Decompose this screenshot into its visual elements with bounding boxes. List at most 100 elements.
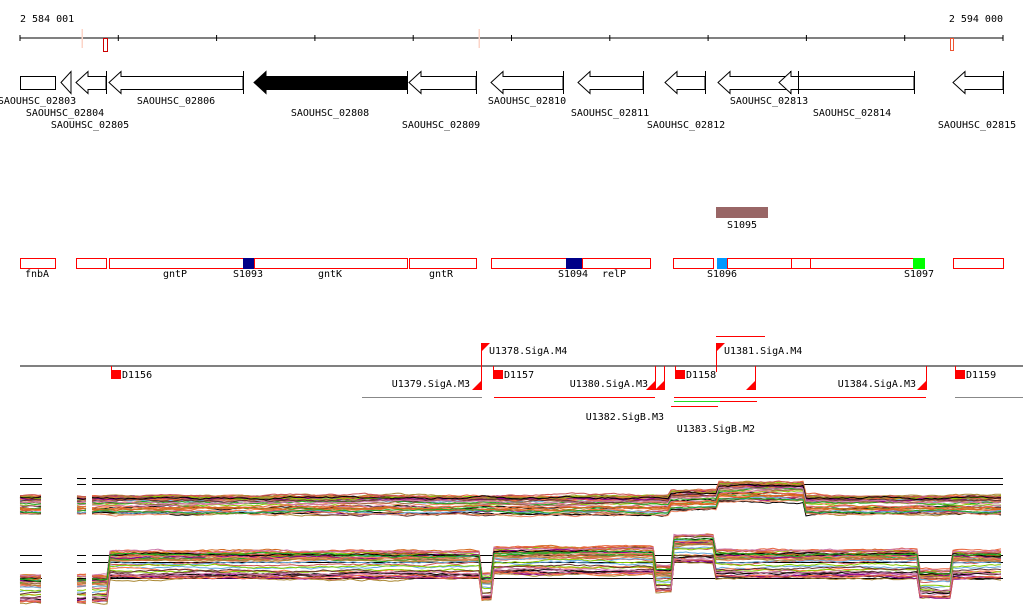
gene-saouhsc_02815[interactable]: SAOUHSC_02815	[938, 70, 1016, 131]
promoter-flag[interactable]	[646, 380, 656, 390]
expression-profile-line	[91, 486, 1002, 506]
gene-arrow[interactable]	[408, 70, 477, 95]
transcript-box[interactable]	[582, 258, 651, 269]
terminator-marker[interactable]	[111, 370, 121, 379]
transcript-box[interactable]	[491, 258, 567, 269]
terminator-marker[interactable]	[955, 370, 965, 379]
segment-s1094[interactable]	[566, 258, 582, 269]
segment-label: S1093	[233, 269, 263, 280]
expression-profile-line	[76, 593, 87, 596]
gene-arrow[interactable]	[60, 70, 72, 95]
expression-profile-line	[91, 557, 1002, 599]
promoter-label: U1383.SigB.M2	[677, 424, 755, 435]
gene-arrow[interactable]	[108, 70, 244, 95]
transcript-box[interactable]	[673, 258, 714, 269]
segment-s1096[interactable]	[717, 258, 727, 269]
segment-label: S1096	[707, 269, 737, 280]
expression-profile-line	[19, 582, 42, 586]
expression-profile-line	[91, 533, 1002, 576]
expression-profile-line	[76, 585, 87, 587]
transcript-box[interactable]	[254, 258, 408, 269]
gene-saouhsc_02804[interactable]: SAOUHSC_02804	[26, 70, 104, 120]
gene-saouhsc_02814[interactable]: SAOUHSC_02814	[778, 70, 915, 119]
gene-label: SAOUHSC_02803	[0, 96, 76, 107]
gene-saouhsc_02806[interactable]: SAOUHSC_02806	[108, 70, 244, 107]
promoter-label: U1381.SigA.M4	[724, 346, 802, 357]
expression-track	[19, 478, 1003, 605]
gene-arrow[interactable]	[577, 70, 644, 95]
ruler-start-label: 2 584 001	[20, 14, 74, 25]
expression-profile-line	[76, 497, 87, 500]
gene-saouhsc_02803[interactable]: SAOUHSC_02803	[0, 76, 76, 108]
expression-profile-line	[76, 573, 87, 576]
expression-profile-line	[76, 579, 87, 581]
promoter-flag[interactable]	[481, 343, 490, 352]
gene-label: SAOUHSC_02804	[26, 108, 104, 119]
expression-profile-line	[76, 505, 87, 508]
expression-profile-line	[19, 502, 42, 506]
expression-profile-line	[19, 494, 42, 496]
expression-profile-line	[20, 593, 42, 596]
transcript-box[interactable]	[20, 258, 56, 269]
expression-profile-line	[19, 500, 42, 504]
expression-profile-line	[76, 511, 87, 514]
gene-label: SAOUHSC_02814	[813, 108, 891, 119]
expression-profile-line	[91, 537, 1002, 581]
regulation-track: D1156 D1157 D1158 D1159 U1378.SigA.M4 U1381.S…	[20, 336, 1023, 435]
expression-profile-line	[91, 546, 1002, 588]
gene-saouhsc_02812[interactable]: SAOUHSC_02812	[647, 70, 725, 131]
ruler-marker	[950, 38, 954, 51]
gene-arrow[interactable]	[664, 70, 706, 95]
promoter-flag[interactable]	[746, 380, 756, 390]
transcript-box[interactable]	[791, 258, 811, 269]
gene-label: SAOUHSC_02811	[571, 108, 649, 119]
feature-track: fnbA gntP gntK gntR relP S1093 S1094 S1095 S1096…	[20, 207, 1004, 280]
expression-profile-line	[77, 592, 87, 595]
expression-profile-line	[91, 534, 1002, 577]
gene-saouhsc_02810[interactable]: SAOUHSC_02810	[488, 70, 566, 107]
terminator-marker[interactable]	[493, 370, 503, 379]
expression-profile-line	[76, 596, 87, 599]
expression-profile-line	[76, 509, 87, 512]
terminator-label: D1157	[504, 370, 534, 381]
promoter-flag[interactable]	[472, 380, 482, 390]
terminator-label: D1158	[686, 370, 716, 381]
segment-s1095[interactable]	[716, 207, 768, 218]
gene-saouhsc_02809[interactable]: SAOUHSC_02809	[402, 70, 480, 131]
ruler-marker	[103, 38, 108, 52]
promoter-flag[interactable]	[655, 380, 665, 390]
gene-shape[interactable]	[20, 76, 56, 90]
gene-saouhsc_02811[interactable]: SAOUHSC_02811	[571, 70, 649, 119]
expression-profile-line	[91, 542, 1002, 586]
gene-arrow[interactable]	[952, 70, 1004, 95]
gene-arrow[interactable]	[75, 70, 107, 95]
gene-arrow[interactable]	[778, 70, 915, 95]
transcript-label: gntR	[429, 269, 454, 280]
expression-profile-line	[76, 582, 86, 584]
expression-profile-line	[19, 597, 42, 599]
expression-profile-line	[19, 498, 42, 502]
transcript-box[interactable]	[409, 258, 477, 269]
gene-saouhsc_02808[interactable]: SAOUHSC_02808	[253, 70, 408, 119]
promoter-flag[interactable]	[716, 343, 725, 352]
gene-saouhsc_02805[interactable]: SAOUHSC_02805	[51, 70, 129, 131]
transcript-box[interactable]	[953, 258, 1004, 269]
expression-profile-line	[91, 494, 1002, 512]
terminator-marker[interactable]	[675, 370, 685, 379]
expression-profile-line	[91, 496, 1002, 516]
transcript-box[interactable]	[810, 258, 914, 269]
expression-profile-line	[76, 598, 87, 601]
expression-profile-line	[76, 575, 87, 578]
expression-profile-line	[19, 586, 42, 589]
segment-s1097[interactable]	[913, 258, 925, 269]
gene-arrow[interactable]	[253, 70, 408, 95]
gene-arrow[interactable]	[490, 70, 564, 95]
expression-profile-line	[19, 578, 42, 582]
promoter-flag[interactable]	[917, 380, 927, 390]
segment-s1093[interactable]	[243, 258, 254, 269]
transcript-box[interactable]	[727, 258, 792, 269]
promoter-label: U1380.SigA.M3	[570, 379, 648, 390]
ruler-marker	[478, 29, 480, 48]
transcript-box[interactable]	[76, 258, 107, 269]
transcript-box[interactable]	[109, 258, 244, 269]
